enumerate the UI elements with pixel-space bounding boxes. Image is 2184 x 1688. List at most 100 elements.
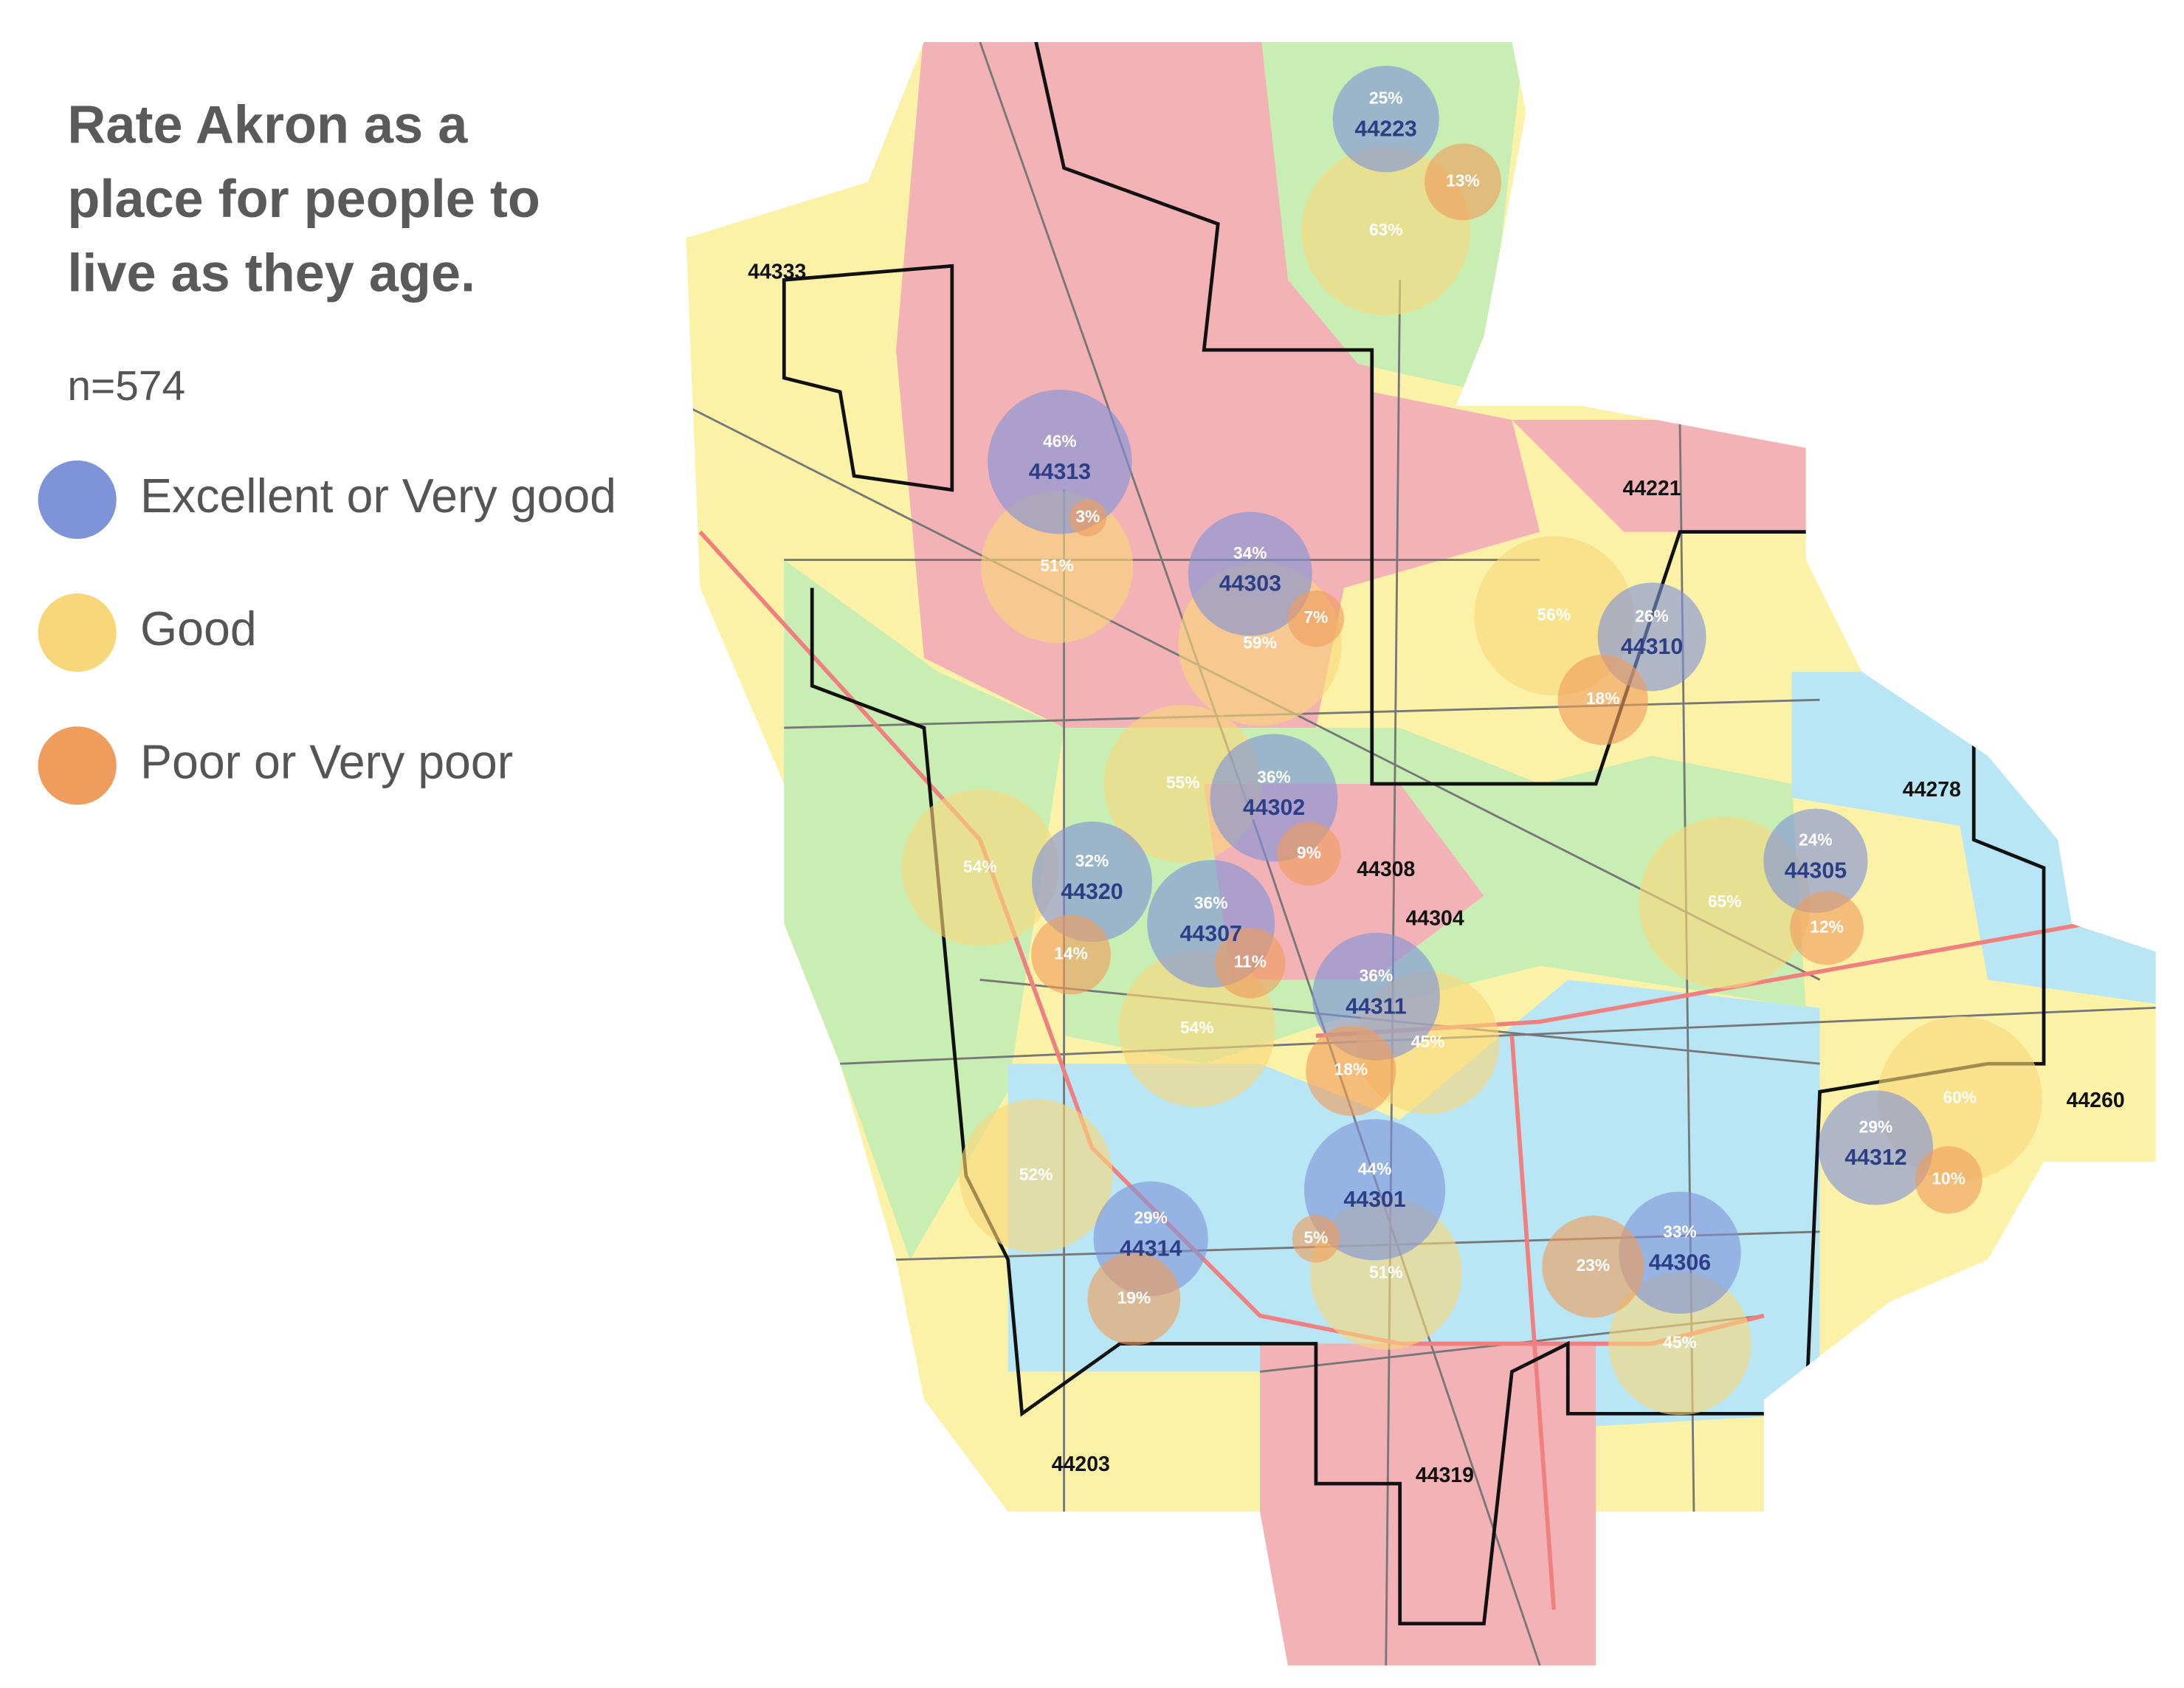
map-label: 44304 [1406,906,1464,930]
bubble-label: 7% [1303,607,1328,627]
map-label: 44221 [1623,477,1681,500]
zip-label: 44305 [1785,858,1847,883]
zip-label: 44306 [1649,1250,1711,1275]
title-line: Rate Akron as a [67,95,468,154]
bubble-label: 65% [1708,892,1742,911]
bubble [901,789,1058,946]
bubble-label: 11% [1234,952,1267,971]
bubble-label: 60% [1943,1088,1977,1107]
bubbles: 63% 25% 13% 44223 51% 46% 3% 44313 59% 34% 7% 44303… [748,66,2125,1487]
bubble-label: 44% [1358,1159,1392,1178]
legend-label: Poor or Very poor [140,735,513,788]
zip-label: 44320 [1061,880,1123,904]
bubble [1031,914,1111,995]
bubble-label: 46% [1043,431,1077,450]
map-label: 44308 [1357,858,1415,881]
bubble-label: 10% [1932,1169,1966,1188]
bubble-label: 19% [1117,1288,1151,1307]
bubble [988,390,1132,534]
zip-label: 44312 [1844,1146,1906,1170]
bubble-label: 24% [1799,830,1833,850]
zip-label: 44302 [1243,796,1305,820]
bubble-label: 55% [1166,773,1200,792]
zip-label: 44303 [1219,572,1281,596]
map-label: 44319 [1416,1464,1474,1487]
legend: Excellent or Very good Good Poor or Very p… [38,460,616,805]
bubble [1332,66,1439,173]
map-label: 44333 [748,260,806,283]
bubble [1557,655,1648,745]
zip-label: 44223 [1355,117,1417,141]
bubble-label: 5% [1303,1227,1328,1247]
bubble-label: 3% [1075,507,1100,526]
bubble-label: 51% [1040,556,1074,575]
bubble [1818,1090,1934,1205]
bubble-label: 45% [1411,1032,1445,1051]
bubble [1763,808,1868,913]
bubble [1087,1252,1181,1346]
bubble-label: 59% [1243,633,1277,652]
bubble [1542,1216,1644,1318]
sample-size: n=574 [67,362,185,410]
bubble-label: 18% [1586,689,1620,708]
bubble-label: 45% [1663,1333,1697,1352]
bubble-label: 18% [1334,1060,1368,1079]
title-line: live as they age. [67,244,475,303]
map-label: 44203 [1052,1453,1110,1476]
legend-label: Good [140,602,257,655]
zip-label: 44301 [1343,1188,1405,1212]
bubble-label: 9% [1297,843,1321,862]
bubble [1915,1146,1983,1214]
bubble [1303,1119,1446,1261]
zip-label: 44311 [1346,994,1407,1019]
legend-swatch [38,726,117,805]
bubble-label: 23% [1577,1255,1611,1275]
bubble [1608,1272,1751,1416]
zip-label: 44310 [1621,635,1683,659]
bubble-label: 36% [1257,767,1291,786]
bubble [959,1099,1113,1253]
bubble [1031,821,1153,943]
bubble-label: 51% [1369,1263,1403,1282]
bubble-label: 25% [1369,89,1403,108]
bubble-label: 52% [1019,1165,1053,1184]
bubble [1425,143,1501,221]
bubble-label: 63% [1369,220,1403,239]
bubble-label: 29% [1859,1117,1893,1136]
bubble [1287,590,1345,647]
zip-label: 44314 [1120,1236,1182,1261]
bubble-label: 36% [1194,893,1228,912]
bubble-label: 56% [1537,604,1571,624]
bubble-label: 54% [1180,1018,1214,1037]
bubble-label: 34% [1233,543,1267,562]
zip-label: 44313 [1029,460,1091,484]
bubble [1306,1025,1396,1116]
bubble-label: 54% [963,857,997,876]
bubble-label: 29% [1134,1208,1168,1227]
map-label: 44260 [2067,1089,2125,1112]
bubble [1069,499,1106,537]
region [1512,419,1820,532]
bubble [1619,1191,1741,1315]
bubble [1790,891,1864,965]
bubble-label: 14% [1054,943,1088,962]
legend-swatch [38,460,117,540]
bubble [1188,511,1312,636]
bubble-label: 32% [1075,851,1109,870]
title-line: place for people to [67,170,540,229]
legend-swatch [38,593,117,672]
bubble-label: 26% [1635,606,1669,625]
bubble-label: 36% [1360,966,1394,985]
bubble [1277,821,1341,886]
bubble-label: 12% [1810,917,1844,936]
map-label: 44278 [1903,778,1961,802]
bubble [1214,927,1286,999]
legend-label: Excellent or Very good [140,469,616,523]
bubble-label: 33% [1663,1222,1697,1241]
bubble [1292,1215,1340,1263]
region [1260,1343,1596,1666]
bubble-label: 13% [1446,171,1480,190]
zip-label: 44307 [1180,922,1242,946]
